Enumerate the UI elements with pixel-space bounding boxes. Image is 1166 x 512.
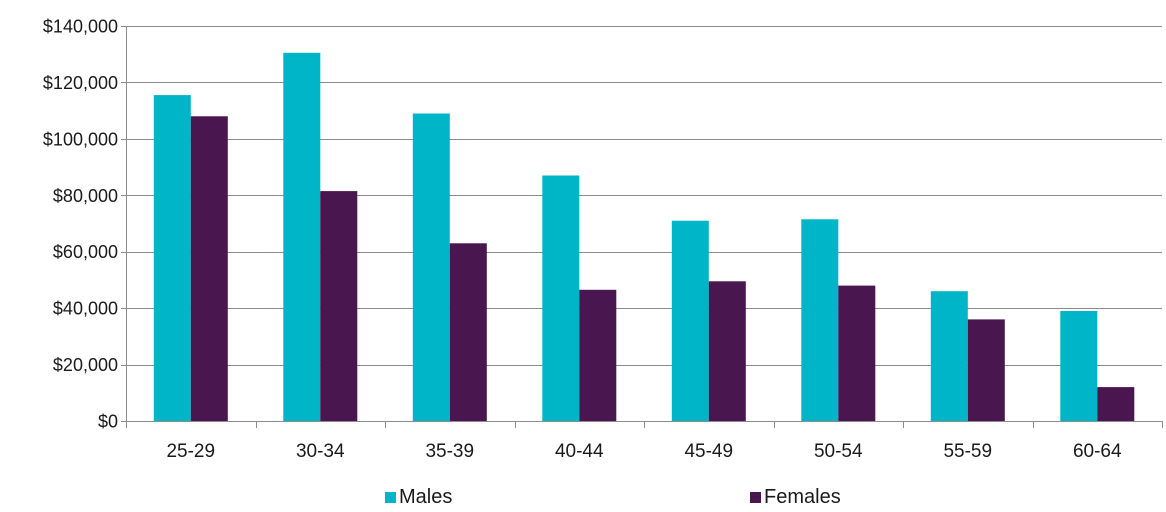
bar-males-25-29 — [153, 95, 191, 421]
x-tick-label: 30-34 — [296, 441, 345, 462]
x-tick-label: 25-29 — [166, 441, 215, 462]
bar-males-30-34 — [283, 52, 321, 422]
bar-females-55-59 — [967, 319, 1005, 421]
y-tick-label: $60,000 — [53, 242, 118, 262]
legend-item-females: Females — [750, 484, 841, 510]
x-axis-tick-labels: 25-29 30-34 35-39 40-44 45-49 50-54 55-59 60-64 — [166, 441, 1122, 462]
bar-females-25-29 — [190, 116, 228, 422]
y-tick-label: $100,000 — [43, 129, 118, 149]
bar-males-40-44 — [542, 175, 580, 421]
y-tick-label: $120,000 — [43, 73, 118, 93]
y-tick-label: $80,000 — [53, 186, 118, 206]
bar-males-55-59 — [930, 291, 968, 421]
x-tick-label: 50-54 — [814, 441, 863, 462]
x-tick-label: 60-64 — [1073, 441, 1122, 462]
y-tick-label: $40,000 — [53, 299, 118, 319]
x-tick-label: 40-44 — [555, 441, 604, 462]
bar-males-50-54 — [801, 219, 839, 421]
bar-males-45-49 — [671, 220, 709, 421]
legend-swatch-females — [750, 491, 761, 503]
bar-females-40-44 — [579, 289, 617, 421]
y-axis-tick-labels: $0 $20,000 $40,000 $60,000 $80,000 $100,000 $1… — [43, 17, 118, 432]
legend: Males Females — [0, 484, 1166, 510]
bar-males-35-39 — [412, 113, 450, 421]
bar-females-45-49 — [708, 281, 746, 421]
gridlines — [126, 26, 1162, 366]
bar-females-50-54 — [838, 285, 876, 421]
x-tick-label: 45-49 — [684, 441, 733, 462]
bar-females-60-64 — [1097, 387, 1135, 421]
axes — [121, 26, 1163, 428]
legend-swatch-males — [385, 491, 396, 503]
y-tick-label: $140,000 — [43, 17, 118, 37]
legend-item-males: Males — [385, 484, 452, 510]
bar-chart: $0 $20,000 $40,000 $60,000 $80,000 $100,000 $1… — [43, 17, 1163, 462]
bars — [153, 52, 1135, 422]
y-tick-label: $20,000 — [53, 355, 118, 375]
legend-label-males: Males — [399, 485, 453, 508]
bar-males-60-64 — [1060, 311, 1098, 421]
bar-females-30-34 — [320, 191, 358, 421]
bar-females-35-39 — [449, 243, 487, 422]
x-tick-label: 35-39 — [425, 441, 474, 462]
y-tick-label: $0 — [98, 412, 118, 432]
x-tick-label: 55-59 — [943, 441, 992, 462]
legend-label-females: Females — [764, 485, 841, 508]
